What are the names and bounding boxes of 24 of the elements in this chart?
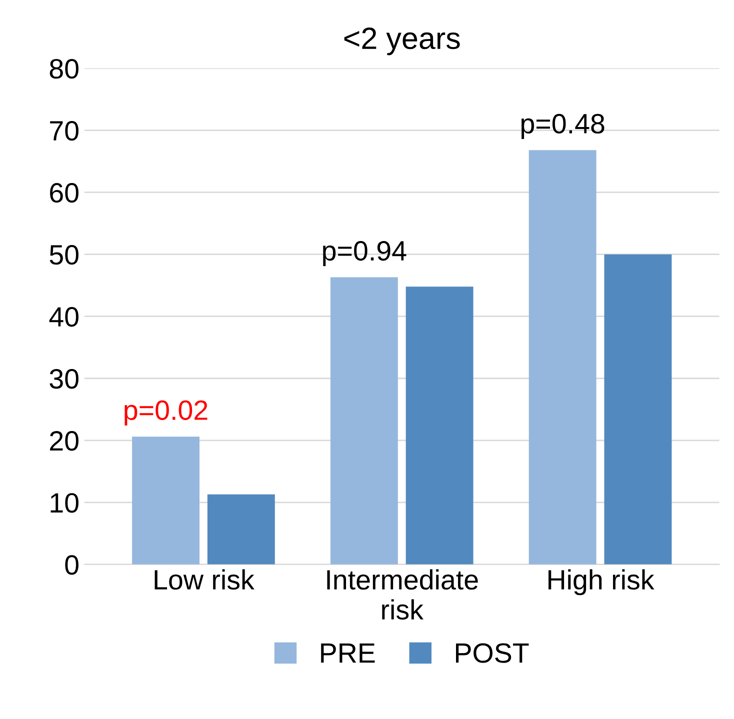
y-tick-label: 60: [50, 183, 78, 203]
annotation: p=0.48: [522, 114, 604, 140]
x-tick-label: High risk: [548, 569, 654, 596]
x-tick-label: Intermediate risk: [327, 569, 478, 620]
legend-label: POST: [456, 643, 529, 663]
annotation: p=0.02: [124, 400, 208, 426]
legend-label: PRE: [321, 644, 375, 663]
x-tick-label: Low risk: [154, 569, 254, 590]
y-tick-label: 80: [50, 58, 78, 79]
bar: [406, 286, 474, 564]
y-tick-label: 0: [65, 555, 78, 575]
y-tick-label: 40: [49, 307, 78, 327]
y-tick-label: 50: [50, 245, 78, 265]
bar: [132, 436, 200, 564]
bar: [528, 150, 596, 564]
chart-title: <2 years: [344, 28, 460, 56]
bar: [604, 254, 672, 564]
y-tick-label: 10: [50, 493, 78, 513]
bar: [207, 494, 275, 564]
y-tick-label: 70: [50, 120, 78, 141]
annotation: p=0.94: [323, 241, 406, 266]
y-tick-label: 30: [50, 369, 78, 389]
y-tick-label: 20: [50, 431, 78, 451]
bar: [330, 277, 398, 564]
